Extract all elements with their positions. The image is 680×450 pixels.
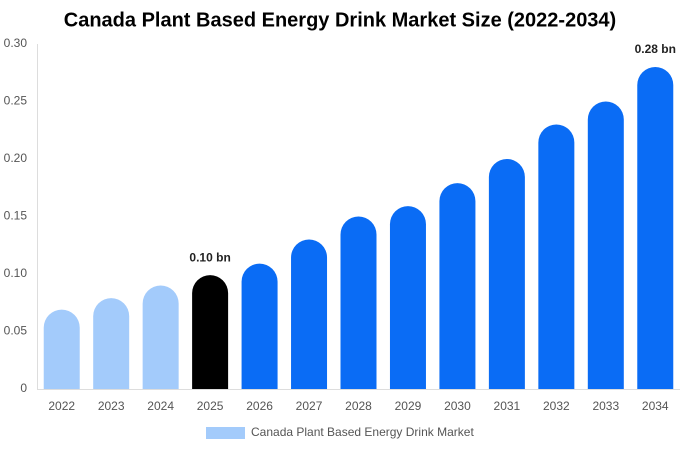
bar — [142, 285, 179, 389]
x-tick-label: 2027 — [296, 399, 323, 413]
x-tick-label: 2028 — [345, 399, 372, 413]
x-tick-label: 2024 — [147, 399, 174, 413]
y-tick-label: 0.25 — [4, 94, 28, 108]
x-tick-label: 2025 — [197, 399, 224, 413]
bar — [340, 216, 377, 389]
bar — [439, 183, 476, 389]
bar — [43, 309, 80, 389]
x-tick-label: 2022 — [48, 399, 75, 413]
x-tick-label: 2033 — [592, 399, 619, 413]
y-tick-label: 0.20 — [4, 151, 28, 165]
bar — [538, 124, 575, 389]
bar — [488, 158, 525, 389]
x-tick-label: 2034 — [642, 399, 669, 413]
chart-title: Canada Plant Based Energy Drink Market S… — [64, 9, 616, 31]
bar — [637, 67, 674, 389]
value-label: 0.28 bn — [635, 42, 676, 56]
bar — [192, 275, 229, 389]
value-label: 0.10 bn — [189, 250, 230, 264]
y-tick-label: 0.05 — [4, 324, 28, 338]
y-tick-label: 0.10 — [4, 266, 28, 280]
legend-label: Canada Plant Based Energy Drink Market — [251, 425, 474, 439]
y-tick-label: 0 — [20, 381, 27, 395]
bar — [241, 263, 278, 389]
bar — [587, 101, 624, 389]
y-tick-label: 0.15 — [4, 209, 28, 223]
bar — [291, 239, 328, 389]
legend-swatch — [206, 427, 245, 439]
x-tick-label: 2032 — [543, 399, 570, 413]
x-tick-label: 2031 — [494, 399, 521, 413]
x-tick-label: 2030 — [444, 399, 471, 413]
x-tick-label: 2026 — [246, 399, 273, 413]
x-tick-label: 2029 — [395, 399, 422, 413]
x-tick-label: 2023 — [98, 399, 125, 413]
y-tick-label: 0.30 — [4, 36, 28, 50]
bar — [389, 206, 426, 389]
bar — [93, 298, 130, 389]
